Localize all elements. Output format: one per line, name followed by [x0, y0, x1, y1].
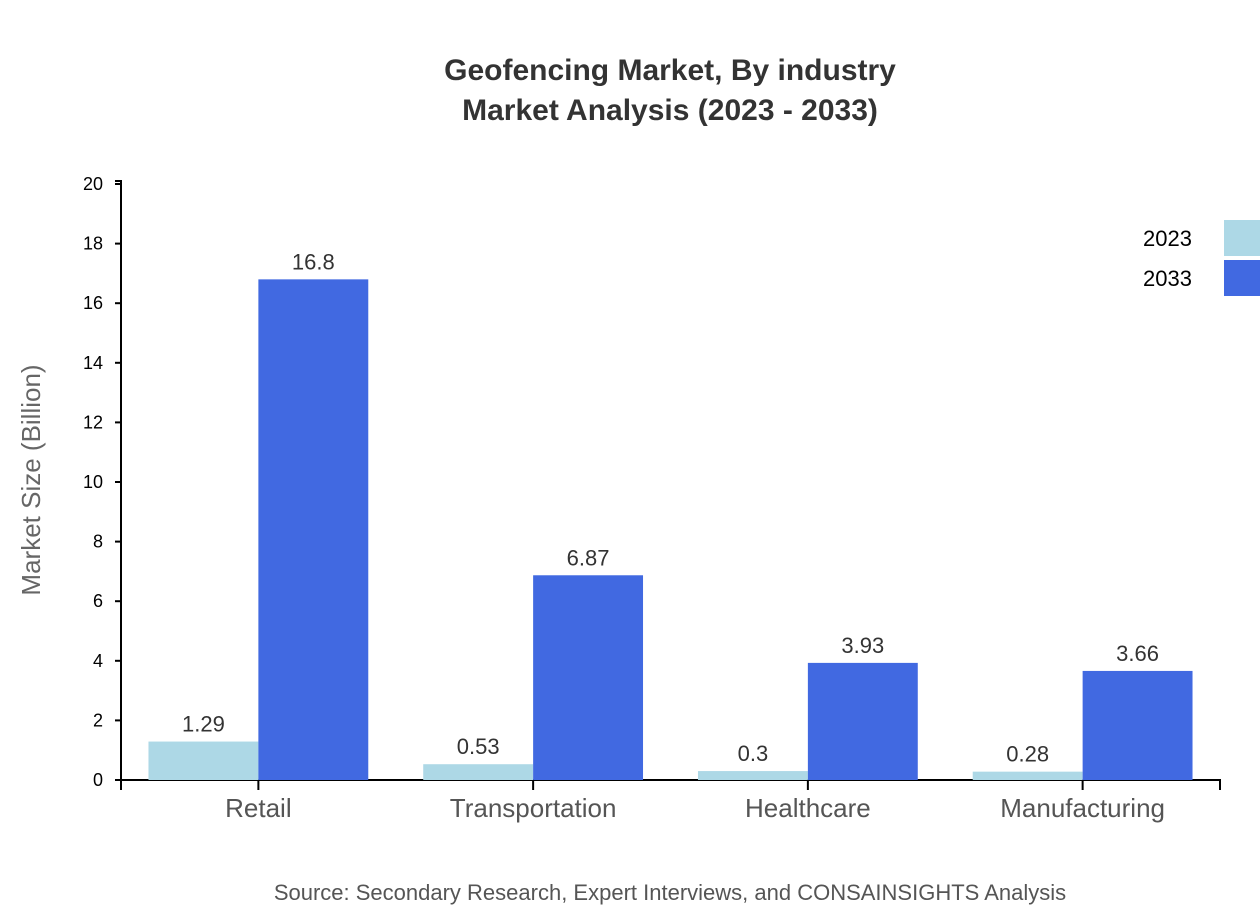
- bar-2033-healthcare: [807, 662, 918, 780]
- chart-title: Geofencing Market, By industry: [444, 54, 896, 87]
- y-tick-label: 20: [83, 174, 103, 194]
- chart-subtitle: Market Analysis (2023 - 2033): [462, 94, 878, 127]
- y-axis: 0 2 4 6 8 10 12 14 16 18 20: [83, 174, 122, 790]
- y-tick-label: 16: [83, 293, 103, 313]
- y-tick-label: 8: [93, 532, 103, 552]
- data-label: 3.93: [841, 633, 884, 658]
- bar-2023-transportation: [423, 764, 534, 780]
- x-axis: Retail Transportation Healthcare Manufactur…: [120, 779, 1221, 823]
- y-tick-label: 10: [83, 472, 103, 492]
- y-tick-label: 14: [83, 353, 103, 373]
- bar-2033-retail: [258, 279, 369, 780]
- legend-label: 2033: [1143, 266, 1192, 291]
- legend-swatch: [1224, 220, 1260, 256]
- legend-label: 2023: [1143, 226, 1192, 251]
- bars: 1.29 16.8 0.53 6.87 0.3 3.93 0.28 3.66: [148, 249, 1193, 780]
- bar-2023-manufacturing: [972, 771, 1083, 780]
- y-tick-label: 12: [83, 412, 103, 432]
- y-axis-line: [115, 180, 122, 781]
- y-tick-label: 18: [83, 234, 103, 254]
- legend: 2023 2033: [1143, 220, 1260, 296]
- data-label: 16.8: [292, 249, 335, 274]
- x-tick-label: Healthcare: [745, 793, 871, 823]
- x-tick-label: Manufacturing: [1000, 793, 1165, 823]
- data-label: 1.29: [182, 712, 225, 737]
- data-label: 6.87: [567, 545, 610, 570]
- source-note: Source: Secondary Research, Expert Inter…: [274, 880, 1066, 905]
- data-label: 0.53: [457, 734, 500, 759]
- bar-2023-retail: [148, 741, 259, 780]
- data-label: 3.66: [1116, 641, 1159, 666]
- y-axis-label: Market Size (Billion): [16, 364, 46, 595]
- x-tick-label: Transportation: [450, 793, 617, 823]
- y-tick-label: 4: [93, 651, 103, 671]
- data-label: 0.28: [1006, 742, 1049, 767]
- legend-swatch: [1224, 260, 1260, 296]
- y-tick-label: 0: [93, 770, 103, 790]
- y-tick-label: 2: [93, 710, 103, 730]
- x-axis-line: [120, 779, 1221, 790]
- data-label: 0.3: [738, 741, 769, 766]
- y-tick-label: 6: [93, 591, 103, 611]
- bar-2033-transportation: [533, 575, 644, 780]
- bar-2033-manufacturing: [1082, 670, 1193, 780]
- bar-2023-healthcare: [697, 771, 808, 780]
- x-tick-label: Retail: [225, 793, 291, 823]
